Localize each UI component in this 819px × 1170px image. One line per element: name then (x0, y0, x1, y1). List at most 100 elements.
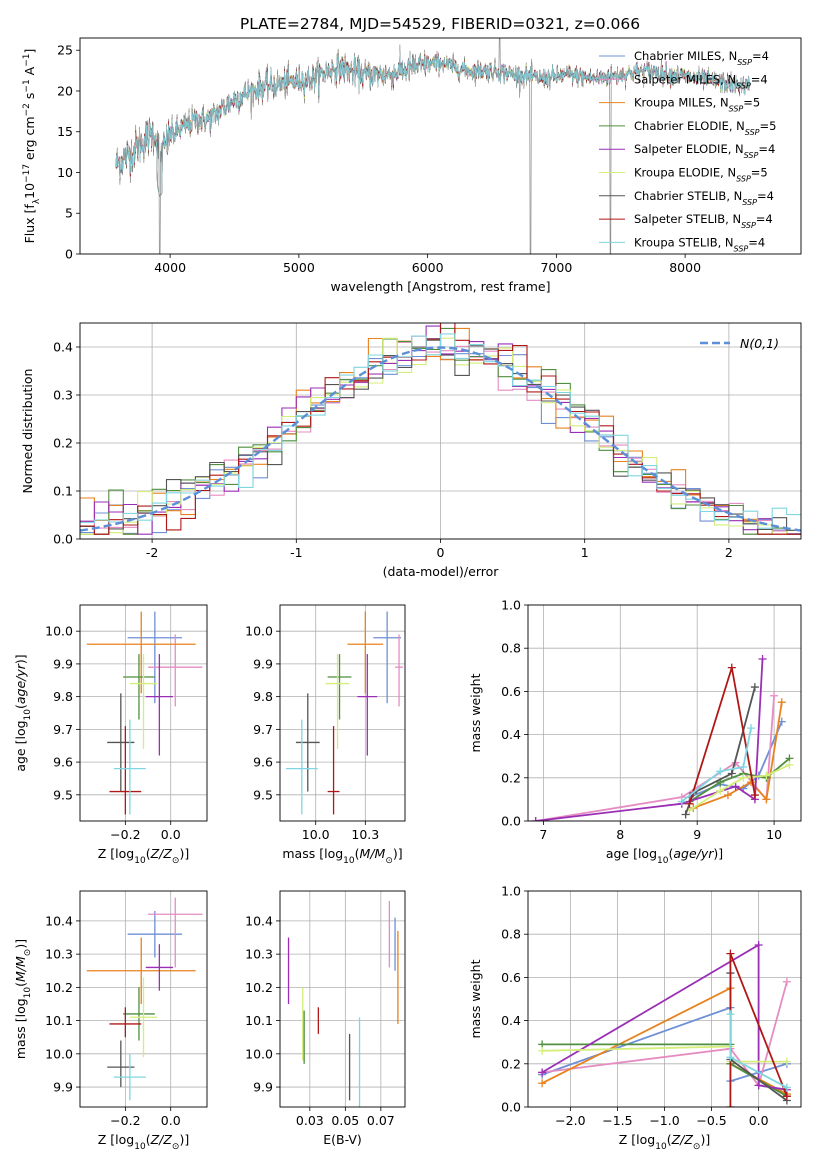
label-part: log (115, 846, 134, 861)
weight-marker (677, 797, 686, 806)
legend-value: =4 (751, 72, 768, 86)
x-tick-label: 10.3 (351, 827, 379, 842)
weight-marker (762, 771, 771, 780)
label-part: ( (13, 982, 28, 987)
label-part: mass [ (282, 846, 324, 861)
x-tick-label: 8 (616, 827, 624, 842)
label-part: age [ (606, 846, 638, 861)
x-tick-label: 0.07 (367, 1113, 395, 1128)
y-axis-label: age [log10(age/yr)] (13, 654, 33, 771)
legend-entry: Salpeter ELODIE, NSSP=4 (634, 142, 775, 160)
legend-value: =5 (760, 119, 777, 133)
label-part: )] (13, 939, 28, 949)
y-tick-label: 9.9 (253, 656, 273, 671)
x-axis-label: Z [log10(Z/Z⊙)] (98, 846, 189, 866)
weight-series-line (541, 981, 788, 1088)
legend-name: Chabrier ELODIE, N (634, 119, 745, 133)
weight-marker (754, 941, 763, 949)
y-tick-label: 20 (57, 83, 73, 98)
weight-marker (754, 1081, 763, 1090)
y-tick-label: 9.5 (253, 787, 273, 802)
y-tick-label: 15 (57, 124, 73, 139)
y-tick-label: 10.0 (45, 624, 73, 639)
label-part: ] (22, 49, 37, 54)
y-tick-label: 0.3 (53, 388, 73, 403)
weight-marker (538, 1046, 547, 1055)
label-part: −2 (22, 103, 32, 116)
legend-name: Kroupa MILES, N (634, 96, 729, 110)
weight-series-line (681, 727, 752, 803)
weight-marker (538, 1068, 547, 1077)
label-part: age/yr (13, 663, 28, 704)
label-part: 10 (655, 1142, 667, 1152)
y-tick-label: 10.1 (45, 1013, 73, 1028)
weight-marker (685, 799, 694, 808)
legend-name: Kroupa STELIB, N (634, 235, 734, 249)
panel-age_vs_Z: −0.2 0.09.59.69.79.89.910.0Z [log10(Z/Z⊙)… (13, 604, 208, 866)
residual-legend: N(0,1) (700, 336, 779, 351)
weight-marker (716, 767, 725, 776)
label-part: 10 (134, 1142, 146, 1152)
label-part: ⊙ (23, 949, 33, 957)
weight-marker (785, 760, 794, 769)
x-tick-label: 8000 (669, 260, 701, 275)
x-tick-label: 0.0 (161, 827, 181, 842)
y-tick-label: 9.8 (253, 689, 273, 704)
y-tick-label: 1.0 (501, 598, 521, 613)
x-tick-label: 1 (581, 545, 589, 560)
y-tick-label: 9.9 (53, 656, 73, 671)
label-part: 10 (134, 856, 146, 866)
legend-sub: SSP (744, 151, 759, 160)
label-part: ⊙ (385, 856, 393, 866)
y-tick-label: 10.0 (245, 1046, 273, 1061)
legend-entry: N(0,1) (740, 336, 779, 351)
axes-overlay: −0.2 0.09.910.010.110.210.310.4Z [log10(Z… (13, 890, 208, 1152)
legend-entry: Kroupa MILES, NSSP=5 (634, 96, 760, 114)
plot-area (80, 323, 801, 535)
y-tick-label: 9.5 (53, 787, 73, 802)
label-part: ( (13, 704, 28, 709)
label-part: log (638, 846, 657, 861)
legend-sub: SSP (734, 244, 749, 253)
y-tick-label: 0.4 (501, 727, 521, 742)
weight-series-line (541, 943, 788, 1091)
legend-sub: SSP (736, 81, 751, 90)
x-tick-label: −0.2 (110, 827, 140, 842)
y-tick-label: 10.3 (245, 947, 273, 962)
label-part: E(B-V) (323, 1132, 362, 1147)
label-part: Z/Z (671, 1132, 694, 1147)
plot-area (538, 941, 791, 1107)
y-tick-label: 10.1 (245, 1013, 273, 1028)
weight-marker (782, 1092, 791, 1101)
y-tick-label: 25 (57, 43, 73, 58)
y-tick-label: 0.2 (53, 436, 73, 451)
y-tick-label: 5 (65, 206, 73, 221)
label-part: )] (393, 846, 403, 861)
weight-marker (681, 810, 690, 819)
legend-value: =5 (743, 96, 760, 110)
label-part: A (22, 66, 37, 75)
legend-sub: SSP (737, 58, 752, 67)
weight-series-line (688, 667, 756, 804)
y-tick-label: 10.2 (45, 980, 73, 995)
x-tick-label: 7000 (540, 260, 572, 275)
weight-marker (777, 698, 786, 707)
x-tick-label: 0.03 (296, 1113, 324, 1128)
x-tick-label: 0 (437, 545, 445, 560)
x-tick-label: 0.0 (749, 1113, 769, 1128)
y-tick-label: 0.8 (501, 641, 521, 656)
label-part: λ (32, 198, 42, 204)
y-tick-label: 10.3 (45, 947, 73, 962)
legend-name: Kroupa ELODIE, N (634, 166, 736, 180)
figure-title: PLATE=2784, MJD=54529, FIBERID=0321, z=0… (240, 15, 640, 33)
weight-marker (762, 795, 771, 804)
label-part: −17 (22, 164, 32, 183)
axes-frame (279, 604, 406, 822)
label-part: ( (668, 846, 673, 861)
label-part: f (22, 204, 37, 209)
label-part: Z [ (98, 846, 115, 861)
weight-marker (782, 1083, 791, 1092)
